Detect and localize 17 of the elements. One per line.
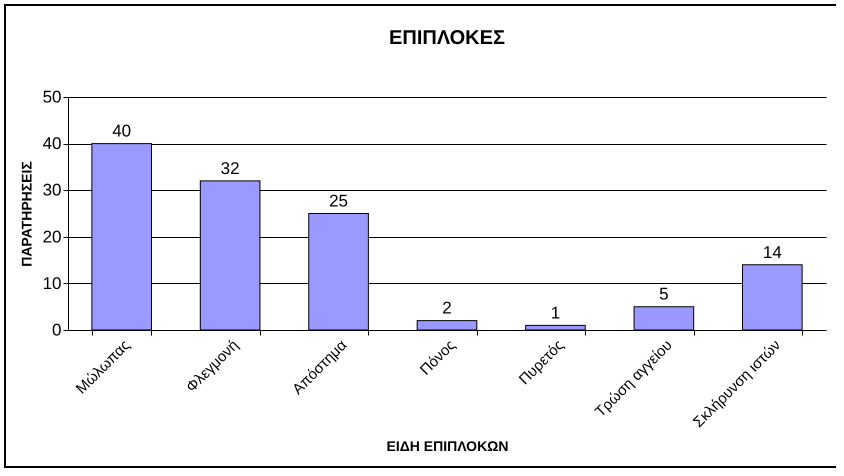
y-tick-label: 10 [42,274,62,293]
y-tick-label: 0 [52,320,62,340]
data-label: 2 [442,298,452,318]
data-label: 32 [220,158,240,178]
data-label: 14 [762,242,782,262]
y-tick-label: 40 [42,134,62,154]
data-label: 25 [329,192,348,210]
y-tick-label: 20 [42,227,62,246]
data-label: 40 [112,122,132,141]
chart-title: ΕΠΙΠΛΟΚΕΣ [389,27,505,49]
y-axis-title: ΠΑΡΑΤΗΡΗΣΕΙΣ [18,161,35,267]
data-label: 1 [550,303,560,322]
data-label: 5 [659,284,669,304]
y-tick-label: 30 [42,180,62,200]
y-tick-label: 50 [42,88,62,106]
x-axis-title: ΕΙΔΗ ΕΠΙΠΛΟΚΩΝ [386,438,509,454]
bar [634,306,694,330]
